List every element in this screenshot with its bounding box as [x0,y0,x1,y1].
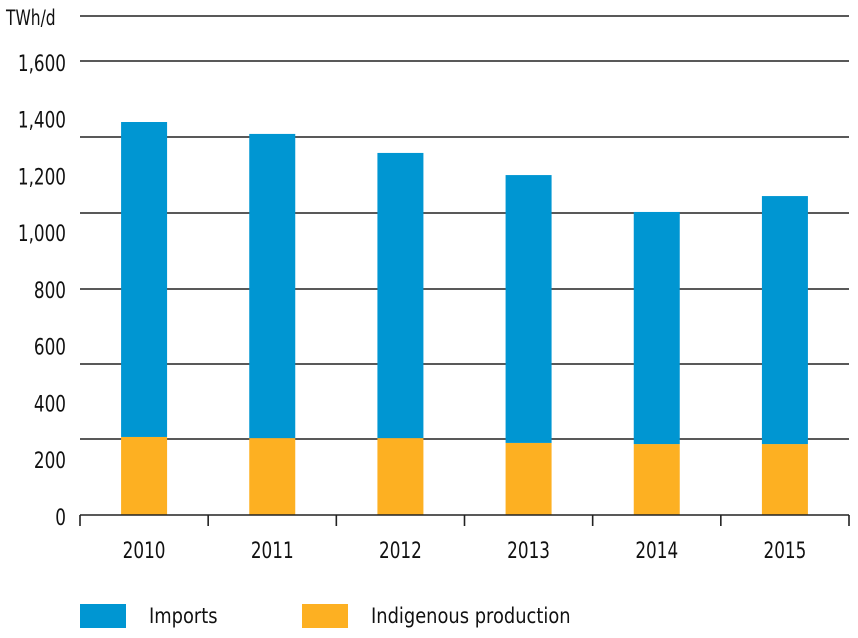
bar-imports-2015 [761,196,808,445]
bars [121,122,808,515]
legend-item-indigenous-production: Indigenous production [301,604,606,628]
y-tick-label: 600 [34,334,66,360]
y-tick-label: 1,200 [18,164,66,190]
y-tick-label: 1,400 [18,107,66,133]
y-tick-label: 800 [34,278,66,304]
legend-label-indigenous-production: Indigenous production [370,604,571,628]
bar-indigenous-production-2015 [761,444,808,515]
x-axis [79,514,850,526]
y-tick-label: 0 [55,505,66,531]
bar-indigenous-production-2014 [633,444,680,515]
x-axis-tick-labels: 2010 2011 2012 2013 2014 2015 [123,538,807,564]
bar-imports-2010 [121,122,168,437]
x-tick-label: 2012 [379,538,422,564]
legend-item-imports: Imports [80,604,230,628]
legend: Imports Indigenous production [80,604,649,628]
gridlines [80,15,849,440]
y-axis-tick-labels: 0 200 400 600 800 1,000 1,200 1,400 1,600 [18,51,66,531]
y-tick-label: 1,600 [18,51,66,77]
bar-indigenous-production-2010 [121,436,168,515]
legend-label-imports: Imports [149,604,218,628]
legend-swatch-indigenous-production [301,604,348,628]
y-tick-label: 1,000 [18,221,66,247]
bar-imports-2012 [377,152,424,439]
bar-indigenous-production-2011 [249,438,296,515]
bar-imports-2011 [249,133,296,439]
x-tick-label: 2014 [635,538,678,564]
x-tick-label: 2010 [123,538,166,564]
bar-indigenous-production-2012 [377,438,424,515]
bar-imports-2013 [505,175,552,443]
y-tick-label: 200 [34,448,66,474]
legend-swatch-imports [80,604,126,628]
x-tick-label: 2011 [251,538,294,564]
y-tick-label: 400 [34,391,66,417]
x-tick-label: 2015 [764,538,807,564]
x-tick-label: 2013 [507,538,550,564]
bar-indigenous-production-2013 [505,442,552,515]
bar-imports-2014 [633,211,680,445]
y-axis-unit-label: TWh/d [5,5,56,30]
